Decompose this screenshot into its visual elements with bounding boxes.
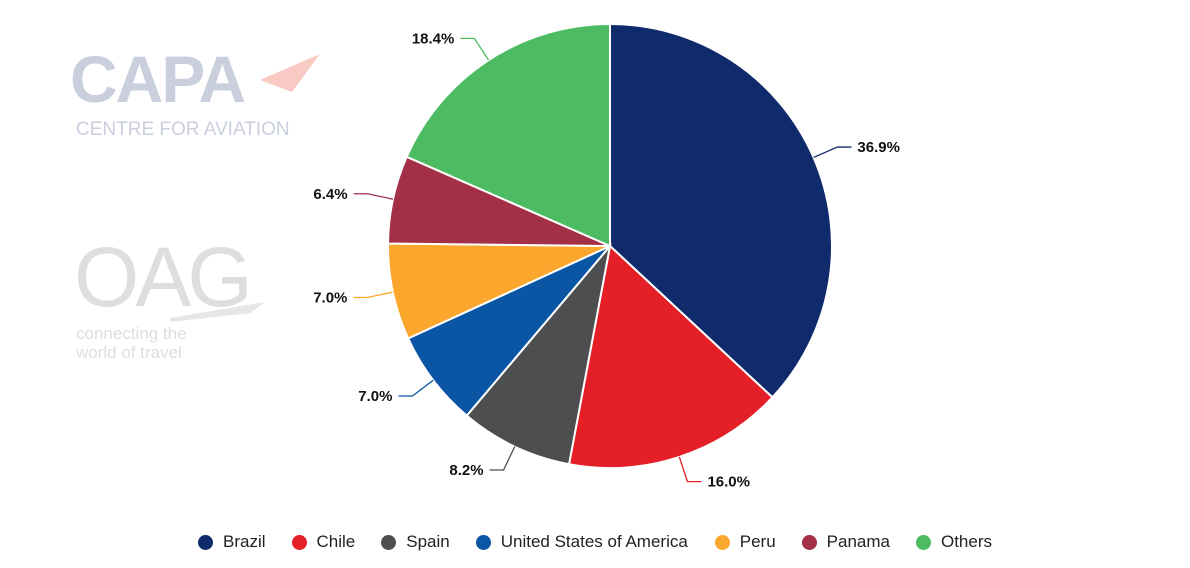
legend: Brazil Chile Spain United States of America… — [0, 532, 1190, 562]
data-label-peru: 7.0% — [313, 289, 347, 306]
leader-line-spain — [489, 446, 516, 471]
data-labels: 36.9% 16.0% 8.2% 7.0% 7.0% 6.4% 18.4% — [313, 30, 900, 490]
leader-line-chile — [678, 456, 702, 483]
legend-label: Panama — [826, 532, 890, 551]
legend-swatch — [291, 534, 307, 550]
legend-item-panama[interactable]: Panama — [801, 532, 890, 552]
data-label-brazil: 36.9% — [857, 139, 900, 156]
legend-item-spain[interactable]: Spain — [381, 532, 450, 552]
legend-item-chile[interactable]: Chile — [291, 532, 356, 552]
legend-swatch — [197, 534, 213, 550]
svg-text:connecting the: connecting the — [76, 324, 187, 343]
data-label-panama: 6.4% — [313, 186, 347, 203]
legend-item-peru[interactable]: Peru — [714, 532, 776, 552]
legend-swatch — [714, 534, 730, 550]
watermark-logos: CAPA CENTRE FOR AVIATION OAG connecting … — [70, 42, 320, 362]
leader-line-panama — [353, 193, 394, 200]
data-label-united-states-of-america: 7.0% — [358, 388, 392, 405]
data-label-chile: 16.0% — [707, 474, 750, 491]
svg-text:CENTRE FOR AVIATION: CENTRE FOR AVIATION — [76, 119, 290, 140]
legend-swatch — [381, 534, 397, 550]
leader-line-peru — [353, 291, 393, 299]
pie-slice-others — [405, 22, 611, 248]
legend-label: Peru — [739, 532, 776, 551]
legend-swatch — [475, 534, 491, 550]
legend-label: Chile — [316, 532, 356, 551]
pie-chart: 36.9% 16.0% 8.2% 7.0% 7.0% 6.4% 18.4% — [313, 22, 900, 491]
data-label-others: 18.4% — [412, 30, 455, 47]
legend-label: United States of America — [500, 532, 688, 551]
legend-label: Brazil — [222, 532, 266, 551]
legend-swatch — [801, 534, 817, 550]
legend-label: Spain — [406, 532, 450, 551]
legend-item-brazil[interactable]: Brazil — [197, 532, 266, 552]
legend-item-united-states-of-america[interactable]: United States of America — [475, 532, 688, 552]
legend-item-others[interactable]: Others — [915, 532, 992, 552]
pie-slices — [387, 22, 833, 469]
svg-text:OAG: OAG — [74, 230, 249, 324]
leader-line-brazil — [813, 146, 852, 159]
svg-text:CAPA: CAPA — [70, 42, 244, 116]
svg-text:world of travel: world of travel — [75, 343, 182, 362]
capa-logo: CAPA CENTRE FOR AVIATION — [70, 42, 320, 140]
oag-logo: OAG connecting the world of travel — [74, 230, 265, 362]
leader-lines — [353, 37, 852, 483]
leader-line-united-states-of-america — [398, 379, 434, 397]
legend-swatch — [915, 534, 931, 550]
data-label-spain: 8.2% — [449, 462, 483, 479]
leader-line-others — [460, 37, 490, 61]
legend-label: Others — [940, 532, 992, 551]
